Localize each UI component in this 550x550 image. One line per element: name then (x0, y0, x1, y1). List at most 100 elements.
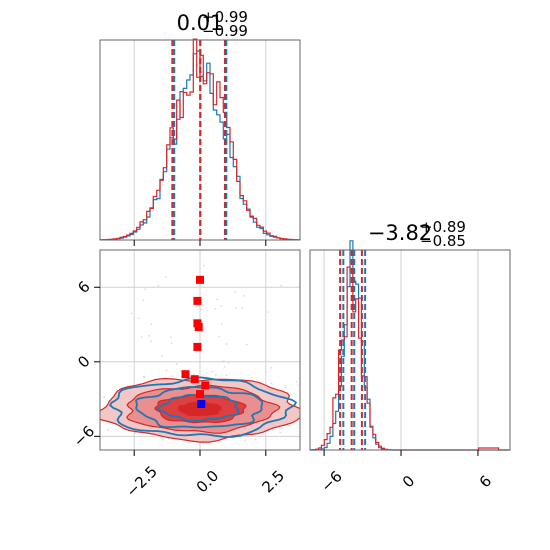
joint-scatter-dot (134, 432, 137, 434)
joint-scatter-dot (157, 284, 160, 287)
joint-y-tick-label: 0 (74, 352, 93, 371)
joint-contour-blue (135, 386, 264, 429)
joint-contours-blue (108, 376, 298, 438)
joint-scatter-dot (285, 387, 287, 389)
joint-red-marker (190, 375, 199, 384)
joint-scatter-dot (215, 374, 217, 377)
joint-scatter-dot (188, 441, 191, 444)
joint-scatter-dot (203, 264, 206, 267)
joint-scatter-dot (143, 375, 145, 378)
joint-red-marker (193, 296, 202, 305)
joint-y-tick-labels: −6 0 6 (70, 278, 98, 451)
joint-scatter-dot (234, 291, 237, 293)
joint-scatter-dot (234, 307, 237, 309)
marginal-y-title-value: −3.82 (368, 221, 432, 245)
joint-scatter-dot (140, 336, 143, 338)
joint-scatter-dot (270, 366, 272, 369)
joint-scatter-dot (170, 342, 173, 345)
marginal-y-x-tick-labels: −6 0 6 (317, 467, 495, 495)
joint-red-marker (201, 381, 210, 390)
joint-contour-red (177, 401, 222, 416)
joint-scatter-dot (138, 317, 140, 320)
joint-scatter-dot (200, 308, 203, 311)
joint-x-tick-labels: −2.5 0.0 2.5 (122, 462, 288, 500)
marginal-x-histogram-red (99, 38, 301, 241)
joint-scatter-dot (107, 428, 109, 431)
joint-scatter-dot (288, 424, 291, 427)
joint-scatter-dot (165, 276, 167, 279)
joint-scatter-dot (311, 393, 313, 395)
joint-scatter-dot (52, 413, 54, 415)
joint-panel: −2.5 0.0 2.5 −6 0 6 (52, 249, 320, 501)
marginal-x-panel: 0.01 +0.99 −0.99 (99, 8, 301, 246)
joint-red-marker (194, 323, 203, 331)
joint-scatter-dot (224, 365, 226, 368)
joint-scatter-dot (220, 323, 223, 325)
marginal-y-title: −3.82 (368, 221, 432, 245)
joint-scatter-dot (270, 382, 273, 385)
joint-scatter-dot (250, 376, 253, 379)
marginal-x-title-value: 0.01 (177, 11, 224, 35)
joint-blue-marker (197, 400, 206, 408)
joint-scatter-dot (103, 396, 106, 399)
marginal-y-x-tick-label: 6 (476, 472, 495, 491)
joint-scatter-dot (216, 298, 218, 301)
joint-scatter-dot (254, 438, 257, 440)
joint-scatter-dot (225, 374, 228, 377)
joint-scatter-dot (171, 375, 174, 377)
joint-scatter-dot (222, 360, 225, 363)
joint-scatter-dot (243, 295, 246, 297)
marginal-y-grid (323, 250, 479, 450)
joint-x-tick-label: 2.5 (259, 467, 289, 497)
joint-scatter-dot (295, 380, 298, 383)
marginal-y-panel: −6 0 6 −3.82 +0.89 −0.85 (309, 218, 511, 496)
marginal-y-title-lower: −0.85 (420, 232, 466, 250)
joint-scatter-dot (97, 403, 99, 405)
marginal-y-x-tick-label: −6 (317, 467, 345, 495)
marginal-x-quantile-lines (171, 40, 228, 240)
joint-scatter-dot (280, 284, 283, 287)
joint-scatter-dot (279, 431, 282, 434)
joint-scatter-dot (218, 335, 221, 338)
marginal-x-title: 0.01 (177, 11, 224, 35)
joint-contour-blue (108, 376, 298, 438)
joint-scatter-dot (220, 305, 223, 307)
joint-scatter-dot (130, 312, 133, 315)
marginal-x-ticks (133, 240, 267, 246)
joint-scatter-dot (161, 355, 163, 357)
marginal-y-title-upper: +0.89 (420, 218, 466, 236)
joint-scatter-dot (148, 334, 150, 337)
joint-scatter-dot (150, 323, 153, 326)
joint-scatter-dot (176, 363, 178, 365)
joint-contour-blue (157, 393, 240, 422)
marginal-x-title-lower: −0.99 (202, 22, 248, 40)
joint-scatter-dot (267, 311, 270, 313)
joint-scatter-dot (278, 427, 281, 430)
joint-y-tick-label: −6 (70, 422, 98, 450)
joint-x-tick-label: 0.0 (193, 467, 223, 497)
marginal-y-quantile-lines (339, 250, 367, 450)
joint-scatter-dot (165, 369, 168, 372)
marginal-y-ticks (323, 450, 479, 456)
joint-scatter-dot (98, 401, 100, 403)
joint-red-marker (193, 342, 202, 351)
joint-ticks (94, 286, 267, 456)
joint-scatter-dot (244, 439, 247, 442)
joint-x-tick-label: −2.5 (122, 462, 160, 500)
joint-red-marker (181, 370, 190, 379)
joint-red-marker (196, 275, 204, 284)
joint-red-marker (196, 390, 204, 399)
joint-scatter-dot (167, 437, 170, 440)
joint-scatter-dot (150, 340, 152, 343)
marginal-y-frame (309, 249, 511, 451)
marginal-x-title-upper: +0.99 (202, 8, 248, 26)
joint-scatter-dot (214, 307, 217, 310)
joint-scatter-dot (193, 373, 195, 376)
joint-scatter-dot (161, 439, 164, 441)
joint-scatter-dot (211, 370, 213, 373)
joint-y-tick-label: 6 (74, 278, 93, 297)
joint-scatter-dot (68, 390, 70, 392)
joint-scatter-dot (227, 361, 230, 364)
joint-scatter-dot (318, 398, 320, 400)
